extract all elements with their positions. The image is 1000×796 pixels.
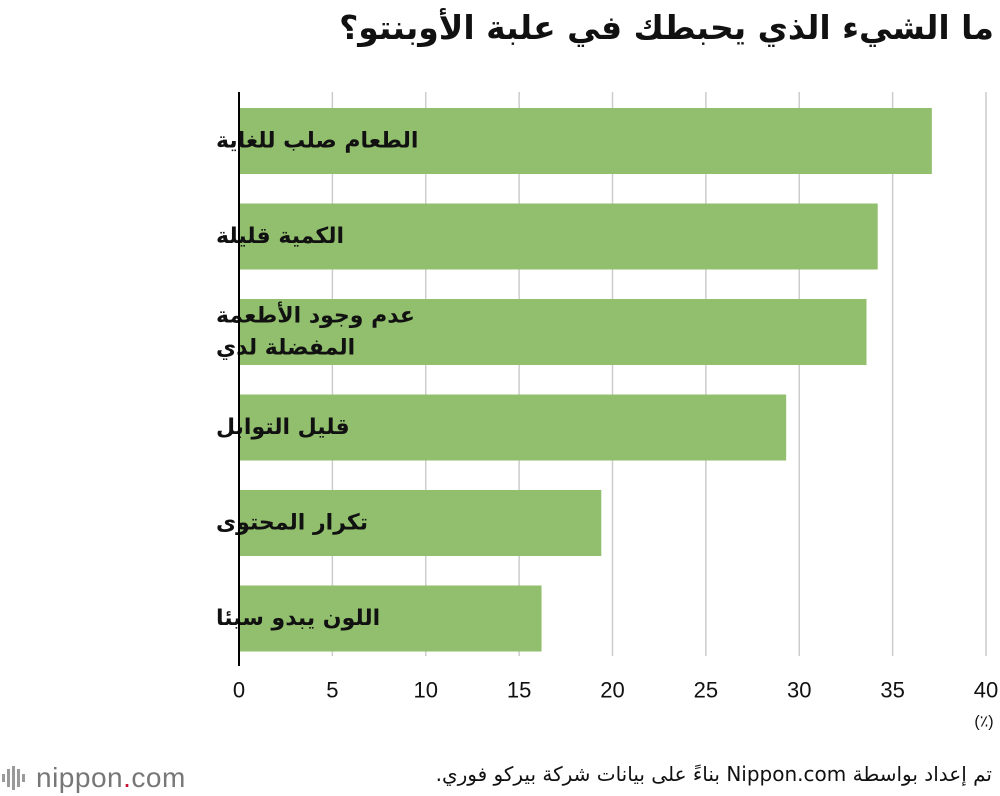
bar-1 — [239, 203, 878, 270]
unit-label: (٪) — [974, 714, 993, 731]
x-tick-15: 15 — [507, 678, 531, 703]
x-tick-0: 0 — [233, 678, 245, 703]
logo-name: nippon — [36, 762, 124, 793]
x-tick-25: 25 — [694, 678, 718, 703]
category-label-5: اللون يبدو سيئا — [216, 606, 380, 631]
category-label-4: تكرار المحتوى — [216, 511, 368, 536]
logo-dot: . — [123, 762, 132, 793]
x-tick-40: 40 — [974, 678, 998, 703]
category-label-3: قليل التوابل — [216, 415, 350, 440]
bar-3 — [239, 394, 787, 461]
category-label-1: الكمية قليلة — [216, 224, 344, 249]
category-label-0: الطعام صلب للغاية — [216, 129, 418, 154]
bar-4 — [239, 490, 602, 556]
logo-tld: com — [131, 762, 186, 793]
nippon-logo: nippon.com — [2, 762, 186, 794]
chart-title: ما الشيء الذي يحبطك في علبة الأوبنتو؟ — [339, 8, 994, 47]
x-tick-35: 35 — [880, 678, 904, 703]
category-label-2-1: المفضلة لدي — [216, 336, 355, 361]
bar-5 — [239, 585, 542, 652]
x-tick-5: 5 — [326, 678, 338, 703]
category-label-2-0: عدم وجود الأطعمة — [216, 301, 415, 329]
bar-2 — [239, 299, 867, 365]
logo-wordmark: nippon.com — [36, 762, 186, 794]
nippon-fan-icon — [2, 766, 25, 790]
x-tick-20: 20 — [600, 678, 624, 703]
x-tick-10: 10 — [414, 678, 438, 703]
x-tick-30: 30 — [787, 678, 811, 703]
source-note: تم إعداد بواسطة Nippon.com بناءً على بيا… — [435, 762, 992, 786]
bar-0 — [239, 108, 932, 174]
